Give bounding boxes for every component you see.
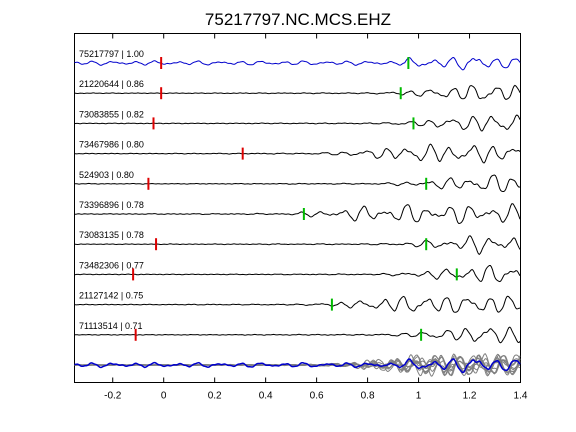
x-tick-label: -0.2 — [104, 391, 122, 402]
x-tick-label: 0.6 — [310, 391, 324, 402]
chart-title: 75217797.NC.MCS.EHZ — [205, 10, 391, 29]
trace-line — [74, 84, 521, 100]
x-tick-label: 0.4 — [259, 391, 273, 402]
trace-label: 73482306 | 0.77 — [79, 260, 144, 270]
x-tick-label: 0.8 — [361, 391, 375, 402]
trace-line — [74, 114, 521, 132]
trace-label: 73396896 | 0.78 — [79, 200, 144, 210]
x-tick-label: 0 — [161, 391, 167, 402]
trace-line — [74, 143, 521, 164]
stack-reference-line — [74, 358, 521, 374]
trace-line — [74, 56, 521, 71]
stack-layer — [74, 353, 521, 377]
x-axis: -0.2 0 0.2 0.4 0.6 0.8 1 1.2 1.4 — [104, 33, 528, 402]
trace-line — [74, 203, 521, 225]
trace-line — [74, 265, 521, 283]
trace-label: 71113514 | 0.71 — [79, 321, 143, 331]
trace-label: 21127142 | 0.75 — [79, 291, 143, 301]
x-tick-label: 1 — [416, 391, 422, 402]
trace-line — [74, 326, 521, 344]
x-tick-label: 0.2 — [208, 391, 222, 402]
x-tick-label: 1.2 — [463, 391, 477, 402]
x-tick-label: 1.4 — [514, 391, 528, 402]
trace-label: 73083135 | 0.78 — [79, 230, 144, 240]
trace-line — [74, 295, 521, 313]
trace-label: 524903 | 0.80 — [79, 170, 134, 180]
trace-label: 75217797 | 1.00 — [79, 49, 144, 59]
trace-label: 21220644 | 0.86 — [79, 79, 144, 89]
trace-line — [74, 235, 521, 256]
trace-label: 73467986 | 0.80 — [79, 140, 144, 150]
traces-layer: 75217797 | 1.00 21220644 | 0.86 73083855 |… — [74, 49, 521, 344]
plot-frame — [74, 33, 521, 383]
trace-line — [74, 174, 521, 192]
trace-label: 73083855 | 0.82 — [79, 109, 144, 119]
